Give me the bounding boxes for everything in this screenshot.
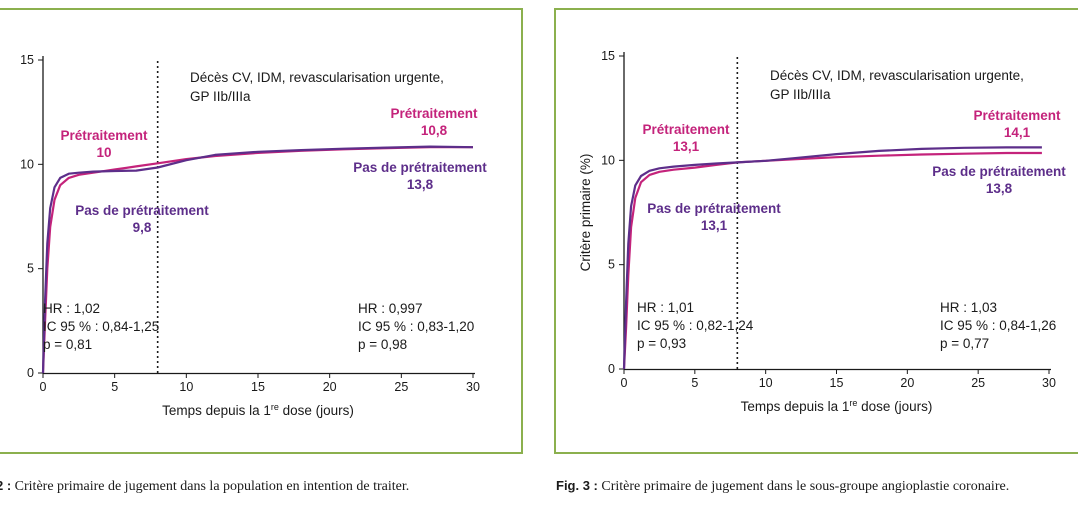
y-tick-label: 0 <box>608 362 615 376</box>
figure-caption-right: Fig. 3 : Critère primaire de jugement da… <box>556 478 1009 495</box>
stats-left-line: HR : 1,01 <box>637 300 694 315</box>
x-tick-label: 0 <box>621 376 628 390</box>
annotation-pretraitement-left: Prétraitement <box>642 122 730 137</box>
y-tick-label: 0 <box>27 366 34 380</box>
x-tick-label: 25 <box>971 376 985 390</box>
y-tick-label: 15 <box>601 49 615 63</box>
x-axis-label-part: Temps depuis la 1 <box>162 403 271 418</box>
stats-left-line: HR : 1,02 <box>43 301 100 316</box>
x-tick-label: 20 <box>323 380 337 394</box>
y-tick-label: 10 <box>20 157 34 171</box>
annotation-nopre-left-value: 9,8 <box>133 220 152 235</box>
x-tick-label: 30 <box>466 380 480 394</box>
caption-text-right: Critère primaire de jugement dans le sou… <box>597 479 1010 494</box>
figure-caption-left: 2 : Critère primaire de jugement dans la… <box>0 478 409 495</box>
caption-label-left: 2 : <box>0 478 12 493</box>
annotation-nopre-right: Pas de prétraitement <box>932 164 1066 179</box>
x-axis-label-part: Temps depuis la 1 <box>741 399 850 414</box>
stats-left-line: p = 0,81 <box>43 337 92 352</box>
chart-left: 0 5 10 15 20 25 30 0 5 10 15 Temps depuis la 1re do… <box>20 53 487 418</box>
x-tick-label: 0 <box>40 380 47 394</box>
x-tick-label: 20 <box>900 376 914 390</box>
x-axis-label-superscript: re <box>271 402 279 412</box>
stats-right-line: p = 0,77 <box>940 336 989 351</box>
x-axis-label-superscript: re <box>849 398 857 408</box>
chart-title: GP IIb/IIIa <box>190 89 251 104</box>
y-tick-label: 5 <box>608 258 615 272</box>
x-tick-label: 10 <box>759 376 773 390</box>
x-tick-label: 25 <box>394 380 408 394</box>
stats-right-line: IC 95 % : 0,84-1,26 <box>940 318 1056 333</box>
annotation-nopre-left: Pas de prétraitement <box>647 201 781 216</box>
annotation-pretraitement-right-value: 10,8 <box>421 123 448 138</box>
x-tick-label: 15 <box>830 376 844 390</box>
annotation-pretraitement-left-value: 13,1 <box>673 139 700 154</box>
annotation-pretraitement-right-value: 14,1 <box>1004 125 1031 140</box>
x-tick-label: 30 <box>1042 376 1056 390</box>
x-axis-label-part: dose (jours) <box>279 403 354 418</box>
stats-right-line: p = 0,98 <box>358 337 407 352</box>
chart-title: Décès CV, IDM, revascularisation urgente… <box>190 70 444 85</box>
stats-right-line: HR : 0,997 <box>358 301 423 316</box>
y-tick-label: 10 <box>601 153 615 167</box>
x-tick-label: 5 <box>111 380 118 394</box>
caption-text-left: Critère primaire de jugement dans la pop… <box>11 479 410 494</box>
series-line-pas-de-pretraitement <box>41 145 474 374</box>
annotation-nopre-right: Pas de prétraitement <box>353 160 487 175</box>
annotation-nopre-right-value: 13,8 <box>407 177 434 192</box>
annotation-pretraitement-left: Prétraitement <box>60 128 148 143</box>
chart-title: Décès CV, IDM, revascularisation urgente… <box>770 68 1024 83</box>
x-tick-label: 5 <box>691 376 698 390</box>
x-axis-label-part: dose (jours) <box>857 399 932 414</box>
annotation-pretraitement-left-value: 10 <box>96 145 111 160</box>
annotation-nopre-right-value: 13,8 <box>986 181 1013 196</box>
caption-label-right: Fig. 3 : <box>556 478 598 493</box>
series-line-pas-de-pretraitement <box>622 146 1042 370</box>
annotation-pretraitement-right: Prétraitement <box>973 108 1061 123</box>
stats-right-line: HR : 1,03 <box>940 300 997 315</box>
figure-panel-left: 0 5 10 15 20 25 30 0 5 10 15 Temps depuis la 1re do… <box>0 8 523 454</box>
annotation-nopre-left: Pas de prétraitement <box>75 203 209 218</box>
stats-right-line: IC 95 % : 0,83-1,20 <box>358 319 474 334</box>
annotation-pretraitement-right: Prétraitement <box>390 106 478 121</box>
stats-left-line: IC 95 % : 0,84-1,25 <box>43 319 159 334</box>
x-tick-label: 15 <box>251 380 265 394</box>
chart-right: 0 5 10 15 20 25 30 0 5 10 15 Temps depuis la 1re do… <box>578 49 1066 414</box>
annotation-nopre-left-value: 13,1 <box>701 218 728 233</box>
x-axis-label: Temps depuis la 1re dose (jours) <box>741 398 933 414</box>
series-line-pretraitement <box>622 151 1042 370</box>
stats-left-line: p = 0,93 <box>637 336 686 351</box>
y-axis-label: Critère primaire (%) <box>578 154 593 272</box>
figure-panel-right: 0 5 10 15 20 25 30 0 5 10 15 Temps depuis la 1re do… <box>554 8 1078 454</box>
chart-title: GP IIb/IIIa <box>770 87 831 102</box>
y-tick-label: 5 <box>27 262 34 276</box>
stats-left-line: IC 95 % : 0,82-1,24 <box>637 318 754 333</box>
y-tick-label: 15 <box>20 53 34 67</box>
x-tick-label: 10 <box>179 380 193 394</box>
x-axis-label: Temps depuis la 1re dose (jours) <box>162 402 354 418</box>
